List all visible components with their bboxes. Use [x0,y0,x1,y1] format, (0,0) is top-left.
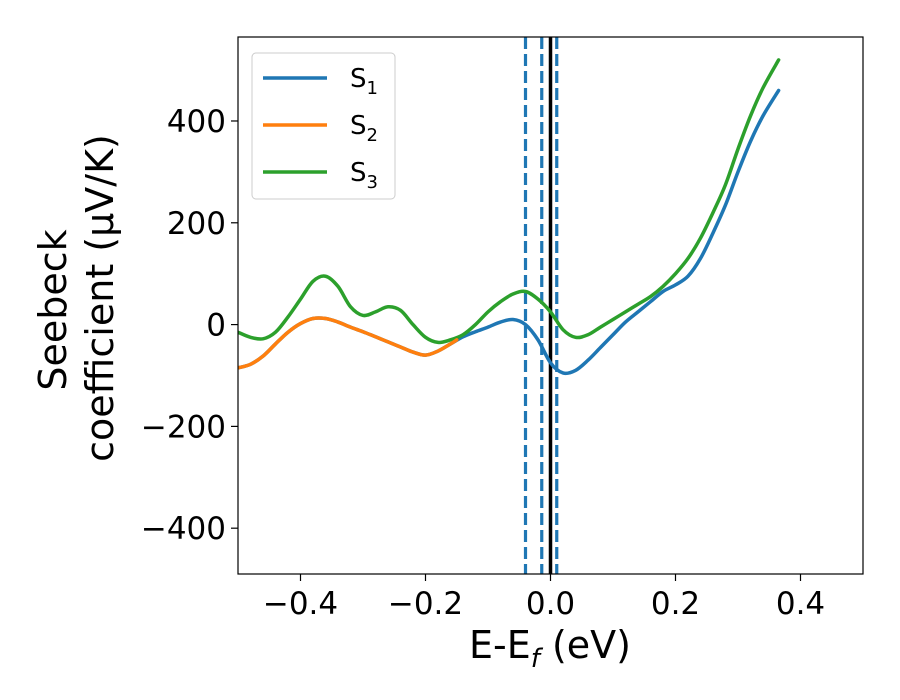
y-tick-label: 400 [167,104,226,140]
y-axis-label-line-2: coefficient (μV/K) [78,134,122,462]
x-tick-label: 0.0 [526,586,575,622]
x-axis-label: E-Ef (eV) [469,623,631,674]
x-tick-label: −0.2 [388,586,463,622]
x-axis-label-unit: (eV) [540,623,631,667]
legend: S1 S2 S3 [251,52,396,200]
vertical-line-layer [523,37,559,574]
series-line-s2 [238,316,459,370]
y-tick-label: −200 [141,409,226,445]
legend-label-s2: S2 [350,111,378,146]
x-tick-label: 0.4 [776,586,825,622]
legend-label-s1: S1 [350,64,378,99]
y-tick-label: −400 [141,511,226,547]
y-tick-label: 0 [206,308,226,344]
y-axis: −400 −200 0 200 400 [141,104,238,547]
x-axis: −0.4 −0.2 0.0 0.2 0.4 [263,574,825,622]
series-line-s3 [238,58,781,345]
y-tick-label: 200 [167,206,226,242]
y-axis-label-line-1: Seebeck [31,229,75,390]
series-layer [238,58,781,376]
x-tick-label: −0.4 [263,586,338,622]
legend-label-s3: S3 [350,158,378,193]
x-tick-label: 0.2 [651,586,700,622]
